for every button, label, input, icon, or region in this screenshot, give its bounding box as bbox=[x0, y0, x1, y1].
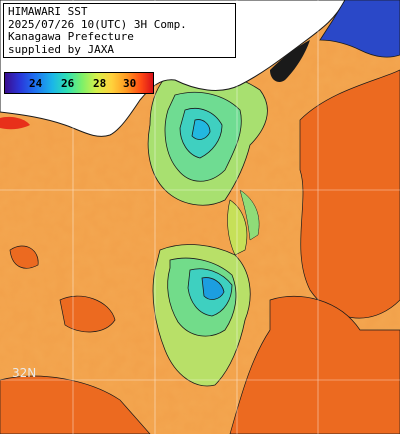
legend-gradient bbox=[5, 73, 153, 93]
bay-dark bbox=[270, 40, 310, 82]
cool-band-west bbox=[239, 189, 260, 241]
legend-tick-26: 26 bbox=[61, 77, 75, 90]
cool-water-south bbox=[152, 244, 251, 387]
info-box: HIMAWARI SST 2025/07/26 10(UTC) 3H Comp.… bbox=[3, 3, 236, 58]
color-legend: 24 26 28 30 bbox=[4, 72, 154, 94]
legend-tick-30: 30 bbox=[123, 77, 137, 90]
coastal-cool bbox=[319, 0, 400, 58]
hot-spot-west bbox=[0, 116, 30, 130]
legend-tick-28: 28 bbox=[93, 77, 107, 90]
info-title: HIMAWARI SST bbox=[8, 6, 88, 18]
legend-tick-24: 24 bbox=[29, 77, 43, 90]
hot-water-patches bbox=[0, 69, 400, 434]
info-supplier: supplied by JAXA bbox=[8, 43, 114, 56]
info-datetime: 2025/07/26 10(UTC) 3H Comp. bbox=[8, 18, 187, 31]
info-region: Kanagawa Prefecture bbox=[8, 31, 134, 43]
cool-water-north bbox=[147, 70, 268, 206]
latitude-label: 32N bbox=[12, 366, 37, 380]
